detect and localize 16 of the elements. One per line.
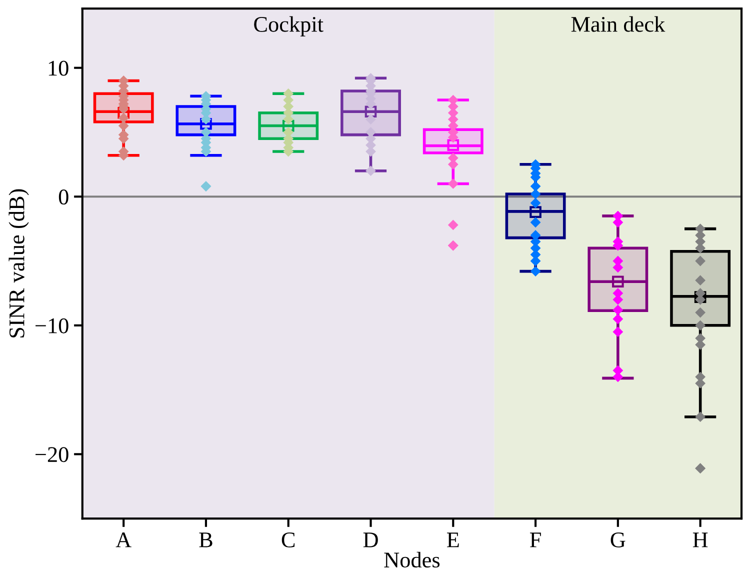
x-tick-label: F	[530, 532, 541, 548]
x-axis-title: Nodes	[384, 552, 440, 568]
x-tick-label: D	[363, 532, 378, 548]
x-tick-label: C	[282, 532, 295, 548]
band-label: Main deck	[571, 16, 666, 32]
x-tick-label: B	[199, 532, 212, 548]
x-tick-label: G	[610, 532, 626, 548]
y-tick-label: 0	[58, 190, 68, 205]
x-tick-label: A	[116, 532, 132, 548]
y-tick-label: −20	[36, 447, 68, 462]
x-tick-label: E	[446, 532, 459, 548]
band-label: Cockpit	[254, 16, 324, 36]
x-tick-label: H	[692, 532, 708, 548]
y-axis-title: SINR value (dB)	[8, 189, 29, 338]
y-tick-label: 10	[48, 60, 68, 76]
y-tick-label: −10	[36, 318, 68, 334]
